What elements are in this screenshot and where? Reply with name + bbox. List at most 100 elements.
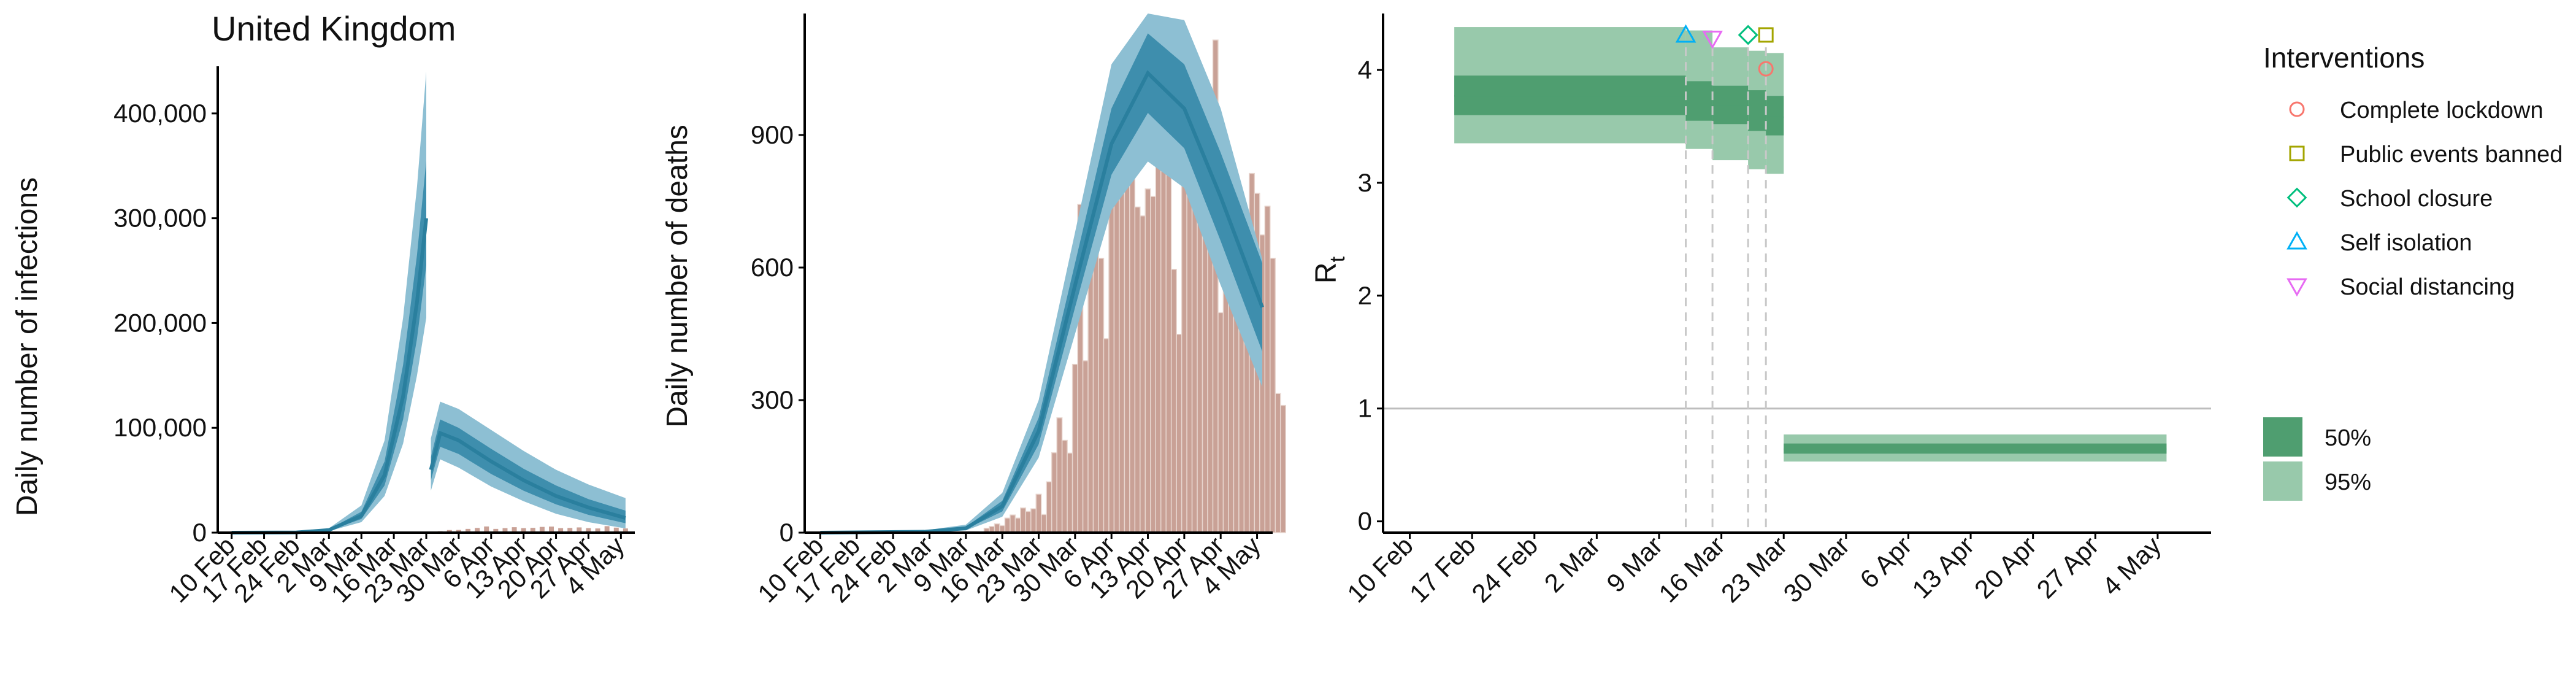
rt-y-axis-title-subscript: t xyxy=(1326,256,1349,262)
death-bar xyxy=(1020,507,1027,533)
death-bar xyxy=(1176,333,1183,533)
legend-marker xyxy=(2287,278,2307,297)
reported-case-bar xyxy=(530,528,535,533)
death-bar xyxy=(1061,439,1068,533)
plot-title: United Kingdom xyxy=(212,9,456,48)
reported-case-bar xyxy=(586,528,591,533)
infections-50-band xyxy=(431,419,626,523)
reported-case-bar xyxy=(577,527,582,533)
infections-y-tick-label: 400,000 xyxy=(113,99,207,128)
intervention-marker-public-events-banned xyxy=(1758,27,1774,43)
infections-y-tick-label: 0 xyxy=(193,518,207,547)
death-bar xyxy=(1014,517,1021,533)
death-bar xyxy=(1071,363,1078,533)
reported-case-bar xyxy=(549,527,554,533)
rt-y-axis-title-main: R xyxy=(1310,262,1343,284)
rt-x-tick-label: 16 Mar xyxy=(1653,531,1730,608)
rt-x-tick-label: 20 Apr xyxy=(1969,531,2042,604)
death-bar xyxy=(1067,452,1073,533)
intervention-marker-social-distancing xyxy=(1702,30,1723,49)
legend-label: School closure xyxy=(2340,186,2493,212)
intervention-marker-self-isolation xyxy=(1675,24,1696,43)
rt-y-tick-label: 2 xyxy=(1358,281,1372,310)
death-bar xyxy=(1275,393,1281,533)
legend-label: Self isolation xyxy=(2340,230,2472,256)
legend-marker xyxy=(2287,231,2307,250)
death-bar xyxy=(1160,158,1167,533)
rt-x-tick-label: 23 Mar xyxy=(1715,531,1793,608)
legend-marker xyxy=(2289,145,2305,161)
death-bar xyxy=(1279,404,1286,533)
legend-label: Social distancing xyxy=(2340,274,2515,300)
deaths-95-band xyxy=(820,14,1263,533)
death-bar xyxy=(1155,152,1162,533)
intervention-marker-school-closure xyxy=(1738,25,1758,45)
death-bar xyxy=(1217,312,1224,533)
rt-x-tick-label: 10 Feb xyxy=(1341,531,1419,608)
rt-x-tick-label: 13 Apr xyxy=(1906,531,1979,604)
legend-marker xyxy=(2289,101,2305,117)
rt-y-tick-label: 3 xyxy=(1358,168,1372,197)
death-bar xyxy=(1150,196,1156,533)
rt-y-tick-label: 1 xyxy=(1358,394,1372,423)
rt-50-band xyxy=(1766,96,1784,136)
rt-x-tick-label: 27 Apr xyxy=(2031,531,2104,604)
death-bar xyxy=(994,523,1000,533)
infections-95-band xyxy=(231,71,426,533)
death-bar xyxy=(1010,514,1016,533)
death-bar xyxy=(1004,517,1011,533)
deaths-y-axis-title: Daily number of deaths xyxy=(661,125,694,428)
death-bar xyxy=(1134,206,1141,533)
rt-y-tick-label: 4 xyxy=(1358,55,1372,84)
legend-swatch xyxy=(2263,461,2302,501)
death-bar xyxy=(1119,142,1125,533)
death-bar xyxy=(1098,258,1105,533)
reported-case-bar xyxy=(493,528,499,533)
reported-case-bar xyxy=(512,527,517,533)
death-bar xyxy=(1082,360,1089,533)
reported-case-bar xyxy=(475,528,480,533)
death-bar xyxy=(1046,481,1052,533)
intervention-marker-complete-lockdown xyxy=(1758,61,1774,77)
reported-case-bar xyxy=(558,528,564,533)
reported-case-bar xyxy=(604,526,610,533)
reported-case-bar xyxy=(466,528,470,533)
death-bar xyxy=(1108,185,1115,533)
death-bar xyxy=(1186,195,1193,533)
death-bar xyxy=(1165,139,1172,533)
death-bar xyxy=(1181,166,1187,533)
reported-case-bar xyxy=(539,527,545,533)
death-bar xyxy=(1040,514,1047,533)
legend-swatch xyxy=(2263,417,2302,457)
death-bar xyxy=(1025,511,1032,533)
death-bar xyxy=(1056,417,1063,533)
legend-label: 95% xyxy=(2325,469,2371,495)
rt-x-tick-label: 2 Mar xyxy=(1539,531,1606,598)
rt-x-tick-label: 4 May xyxy=(2096,531,2166,601)
intervention-legend-items: Complete lockdown Public events banned Sch… xyxy=(2287,98,2563,300)
reported-case-bar xyxy=(623,528,628,533)
death-bar xyxy=(1051,452,1057,533)
legend-title: Interventions xyxy=(2263,42,2425,74)
rt-50-band xyxy=(1712,85,1749,125)
death-bar xyxy=(1030,508,1037,533)
infections-y-tick-label: 300,000 xyxy=(113,204,207,233)
legend-marker xyxy=(2287,187,2307,208)
rt-50-band xyxy=(1748,90,1766,131)
deaths-50-band xyxy=(820,33,1263,533)
death-bar xyxy=(1222,285,1229,533)
rt-x-tick-label: 30 Mar xyxy=(1778,531,1855,608)
death-bar xyxy=(1170,269,1177,533)
deaths-y-tick-label: 900 xyxy=(751,120,794,149)
infections-y-tick-label: 100,000 xyxy=(113,413,207,442)
rt-y-tick-label: 0 xyxy=(1358,507,1372,536)
rt-x-tick-label: 24 Feb xyxy=(1466,531,1543,608)
death-bar xyxy=(1144,188,1151,533)
deaths-y-tick-label: 0 xyxy=(780,518,794,547)
reported-case-bar xyxy=(595,528,600,533)
death-bar xyxy=(1103,338,1110,533)
reported-case-bar xyxy=(456,530,461,533)
